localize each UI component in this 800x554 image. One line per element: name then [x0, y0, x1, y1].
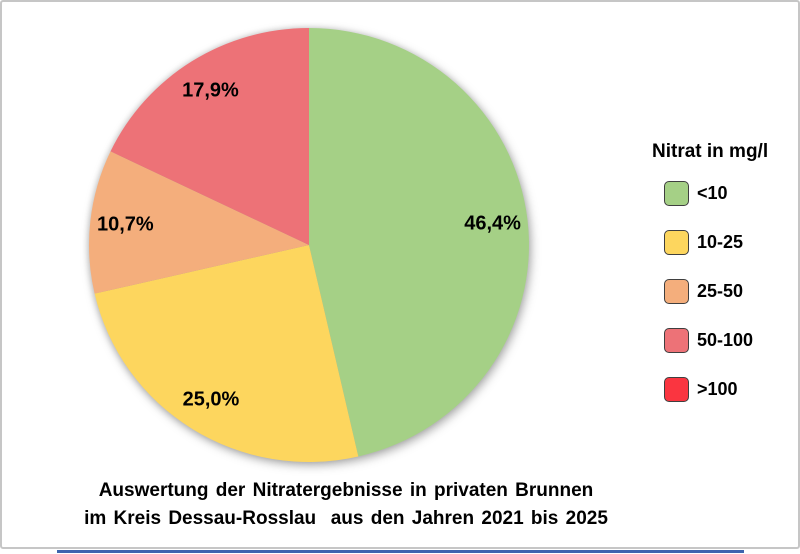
- legend: <10 10-25 25-50 50-100 >100: [664, 181, 753, 426]
- legend-swatch-50-100: [664, 328, 689, 353]
- pie-slice-<10: [309, 28, 529, 457]
- legend-title: Nitrat in mg/l: [652, 141, 769, 162]
- pie-slice-50-100: [110, 27, 309, 245]
- pie-chart: [88, 27, 529, 462]
- chart-caption-line2: im Kreis Dessau-Rosslau aus den Jahren 2…: [84, 508, 608, 529]
- legend-swatch-gt100: [664, 377, 689, 402]
- pie-slice-10-25: [94, 245, 359, 462]
- legend-item-25-50: 25-50: [664, 279, 753, 304]
- legend-swatch-lt10: [664, 181, 689, 206]
- legend-item-gt100: >100: [664, 377, 753, 402]
- pie-slice-25-50: [88, 151, 309, 294]
- bottom-blue-line: [57, 550, 744, 553]
- legend-swatch-25-50: [664, 279, 689, 304]
- legend-item-label: 50-100: [697, 330, 754, 350]
- legend-item-lt10: <10: [664, 181, 753, 206]
- chart-caption: Auswertung der Nitratergebnisse in priva…: [20, 477, 672, 533]
- legend-item-label: 25-50: [697, 281, 744, 301]
- legend-item-50-100: 50-100: [664, 328, 753, 353]
- legend-item-label: 10-25: [697, 232, 744, 252]
- legend-item-10-25: 10-25: [664, 230, 753, 255]
- legend-item-label: <10: [697, 183, 728, 203]
- legend-item-label: >100: [697, 379, 738, 399]
- legend-swatch-10-25: [664, 230, 689, 255]
- chart-caption-line1: Auswertung der Nitratergebnisse in priva…: [98, 480, 594, 501]
